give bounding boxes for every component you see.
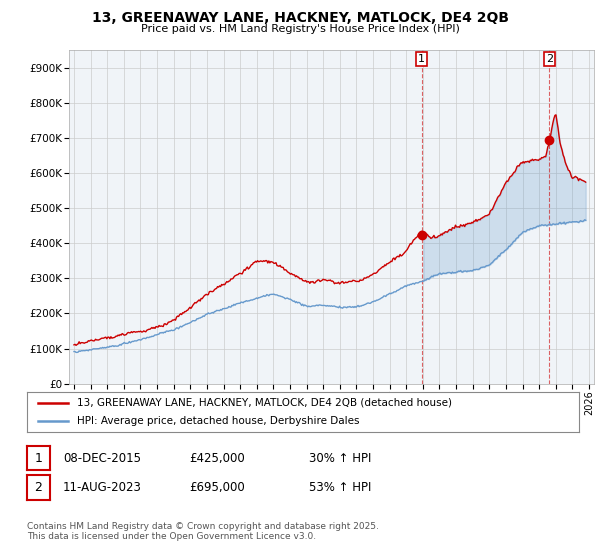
- Text: 1: 1: [418, 54, 425, 64]
- Text: £425,000: £425,000: [189, 451, 245, 465]
- Text: 30% ↑ HPI: 30% ↑ HPI: [309, 451, 371, 465]
- Text: 53% ↑ HPI: 53% ↑ HPI: [309, 480, 371, 494]
- Text: Price paid vs. HM Land Registry's House Price Index (HPI): Price paid vs. HM Land Registry's House …: [140, 24, 460, 34]
- Text: 08-DEC-2015: 08-DEC-2015: [63, 451, 141, 465]
- Text: 13, GREENAWAY LANE, HACKNEY, MATLOCK, DE4 2QB: 13, GREENAWAY LANE, HACKNEY, MATLOCK, DE…: [91, 11, 509, 25]
- Text: 2: 2: [34, 480, 43, 494]
- Text: £695,000: £695,000: [189, 480, 245, 494]
- Text: 11-AUG-2023: 11-AUG-2023: [63, 480, 142, 494]
- Text: 2: 2: [546, 54, 553, 64]
- Text: 1: 1: [34, 451, 43, 465]
- Text: HPI: Average price, detached house, Derbyshire Dales: HPI: Average price, detached house, Derb…: [77, 417, 359, 426]
- Text: 13, GREENAWAY LANE, HACKNEY, MATLOCK, DE4 2QB (detached house): 13, GREENAWAY LANE, HACKNEY, MATLOCK, DE…: [77, 398, 452, 408]
- Text: Contains HM Land Registry data © Crown copyright and database right 2025.
This d: Contains HM Land Registry data © Crown c…: [27, 522, 379, 542]
